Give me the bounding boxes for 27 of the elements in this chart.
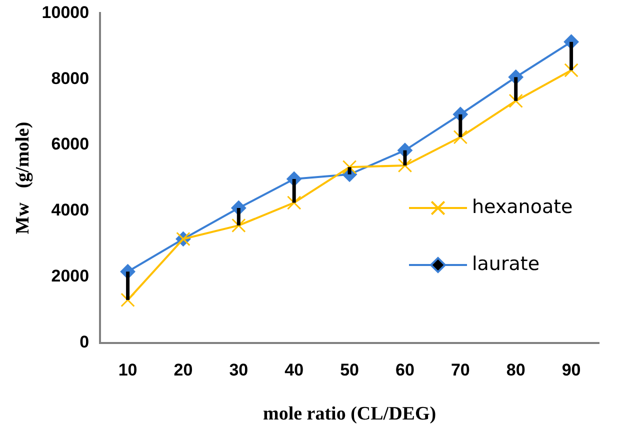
x-tick-label: 90 [562, 360, 581, 380]
point [232, 218, 246, 233]
y-tick-label: 6000 [51, 134, 90, 154]
y-axis-title: Mw (g/mole) [12, 122, 34, 234]
x-tick-label: 30 [229, 360, 248, 380]
point [564, 63, 578, 78]
point [120, 292, 135, 308]
y-tick-label: 8000 [51, 68, 90, 88]
point [342, 160, 357, 174]
y-tick-label: 10000 [42, 2, 90, 22]
x-tick-label: 60 [396, 360, 414, 380]
x-tick-label: 40 [284, 360, 304, 380]
point [398, 158, 412, 173]
x-tick-label: 50 [340, 360, 359, 380]
x-tick-label: 70 [450, 360, 470, 380]
x-tick-label: 20 [174, 360, 193, 380]
x-axis-title: mole ratio (CL/DEG) [262, 404, 436, 425]
y-tick-label: 0 [80, 332, 90, 352]
x-tick-label: 10 [118, 360, 138, 380]
y-tick-label: 2000 [51, 266, 90, 286]
legend-label: hexanoate [472, 196, 573, 218]
point [453, 130, 468, 144]
point [286, 196, 302, 210]
x-tick-label: 80 [506, 360, 526, 380]
y-tick-label: 4000 [51, 200, 90, 220]
legend-label: laurate [472, 252, 540, 275]
point [508, 94, 523, 108]
